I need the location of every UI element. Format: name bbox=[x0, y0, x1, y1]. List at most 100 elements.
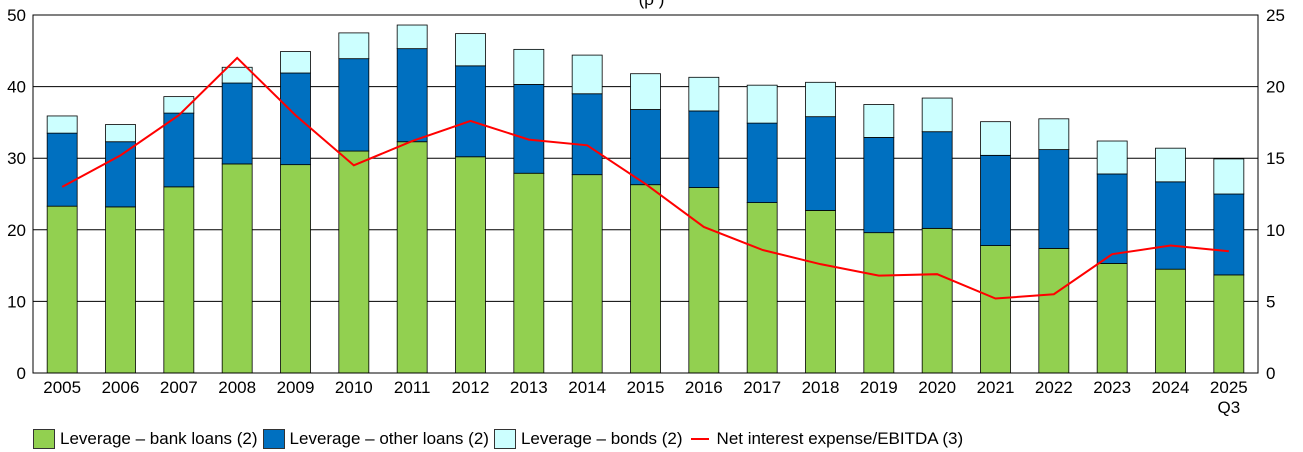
y-right-tick-label: 0 bbox=[1266, 364, 1275, 383]
x-tick-label: 2014 bbox=[568, 378, 606, 397]
legend: Leverage – bank loans (2) Leverage – oth… bbox=[33, 428, 968, 450]
legend-item-bonds: Leverage – bonds (2) bbox=[493, 429, 683, 449]
legend-item-other-loans: Leverage – other loans (2) bbox=[262, 429, 489, 449]
legend-item-bank-loans: Leverage – bank loans (2) bbox=[33, 429, 258, 449]
y-right-tick-label: 25 bbox=[1266, 6, 1285, 25]
x-tick-label: 2024 bbox=[1152, 378, 1190, 397]
x-tick-sublabel: Q3 bbox=[1217, 398, 1240, 417]
x-tick-label: 2018 bbox=[802, 378, 840, 397]
bar-segment bbox=[630, 109, 661, 186]
x-tick-label: 2007 bbox=[160, 378, 198, 397]
x-tick-label: 2020 bbox=[918, 378, 956, 397]
bar-segment bbox=[338, 32, 370, 60]
bar-segment bbox=[455, 65, 486, 158]
legend-swatch-other-loans bbox=[262, 429, 285, 449]
bar-segment bbox=[746, 202, 778, 374]
bar-segment bbox=[805, 116, 836, 211]
x-tick-label: 2010 bbox=[335, 378, 373, 397]
bar-segment bbox=[921, 97, 953, 133]
bar-segment bbox=[221, 66, 253, 84]
chart-title-fragment: (ρ ) bbox=[0, 0, 1303, 10]
bar-segment bbox=[688, 76, 720, 112]
bar-group bbox=[46, 24, 1245, 374]
bar-segment bbox=[105, 206, 136, 374]
bar-segment bbox=[805, 81, 836, 118]
x-tick-label: 2005 bbox=[43, 378, 81, 397]
bar-segment bbox=[1155, 181, 1186, 270]
bar-segment bbox=[513, 48, 545, 85]
bar-segment bbox=[105, 124, 136, 143]
bar-segment bbox=[688, 187, 720, 374]
bar-segment bbox=[280, 72, 311, 166]
y-right-tick-label: 15 bbox=[1266, 149, 1285, 168]
plot-frame bbox=[32, 14, 1259, 374]
bar-segment bbox=[1096, 263, 1128, 374]
x-tick-label: 2012 bbox=[452, 378, 490, 397]
legend-item-interest: Net interest expense/EBITDA (3) bbox=[688, 429, 963, 449]
bar-segment bbox=[46, 205, 78, 374]
bar-segment bbox=[396, 24, 428, 50]
bar-segment bbox=[746, 122, 778, 203]
bar-segment bbox=[980, 121, 1011, 156]
bar-segment bbox=[571, 93, 603, 176]
bar-segment bbox=[1155, 147, 1186, 183]
x-tick-label: 2016 bbox=[685, 378, 723, 397]
bar-segment bbox=[863, 232, 895, 374]
bar-segment bbox=[863, 137, 895, 234]
x-tick-label: 2022 bbox=[1035, 378, 1073, 397]
bar-segment bbox=[1038, 149, 1070, 249]
x-tick-label: 2017 bbox=[743, 378, 781, 397]
bar-segment bbox=[46, 132, 78, 207]
bar-segment bbox=[980, 154, 1011, 246]
bar-segment bbox=[980, 245, 1011, 374]
bar-segment bbox=[163, 186, 195, 374]
bar-segment bbox=[221, 163, 253, 374]
bar-segment bbox=[396, 141, 428, 374]
bar-segment bbox=[805, 210, 836, 374]
bar-segment bbox=[46, 115, 78, 134]
bar-segment bbox=[396, 48, 428, 143]
bar-segment bbox=[863, 104, 895, 138]
bar-segment bbox=[338, 150, 370, 374]
bar-segment bbox=[1096, 140, 1128, 175]
legend-swatch-bonds bbox=[493, 429, 516, 449]
bar-segment bbox=[571, 174, 603, 374]
y-left-tick-label: 50 bbox=[7, 6, 26, 25]
x-tick-label: 2023 bbox=[1093, 378, 1131, 397]
bar-segment bbox=[571, 54, 603, 95]
bar-segment bbox=[455, 156, 486, 374]
x-tick-label: 2008 bbox=[218, 378, 256, 397]
x-tick-label: 2015 bbox=[627, 378, 665, 397]
bar-segment bbox=[1038, 248, 1070, 374]
bar-segment bbox=[1213, 158, 1245, 195]
y-right-tick-label: 5 bbox=[1266, 292, 1275, 311]
interest-line bbox=[61, 56, 1229, 300]
y-left-tick-label: 0 bbox=[17, 364, 26, 383]
bar-segment bbox=[688, 110, 720, 188]
bar-segment bbox=[921, 131, 953, 229]
x-tick-label: 2009 bbox=[277, 378, 315, 397]
bar-segment bbox=[455, 33, 486, 67]
bar-segment bbox=[280, 164, 311, 374]
x-tick-label: 2006 bbox=[102, 378, 140, 397]
legend-swatch-bank-loans bbox=[33, 429, 55, 449]
bar-segment bbox=[163, 112, 195, 188]
x-tick-label: 2013 bbox=[510, 378, 548, 397]
y-right-tick-label: 10 bbox=[1266, 221, 1285, 240]
bar-segment bbox=[1213, 274, 1245, 374]
legend-label-bonds: Leverage – bonds (2) bbox=[520, 429, 683, 448]
y-left-tick-label: 10 bbox=[7, 292, 26, 311]
x-tick-label: 2021 bbox=[977, 378, 1015, 397]
bar-segment bbox=[221, 82, 253, 165]
bar-segment bbox=[105, 141, 136, 208]
x-tick-label: 2025 bbox=[1210, 378, 1248, 397]
bar-segment bbox=[513, 84, 545, 174]
bar-segment bbox=[513, 172, 545, 374]
y-right-tick-label: 20 bbox=[1266, 78, 1285, 97]
bar-segment bbox=[1038, 118, 1070, 151]
x-tick-label: 2019 bbox=[860, 378, 898, 397]
y-left-tick-label: 40 bbox=[7, 78, 26, 97]
legend-swatch-interest bbox=[690, 438, 709, 440]
